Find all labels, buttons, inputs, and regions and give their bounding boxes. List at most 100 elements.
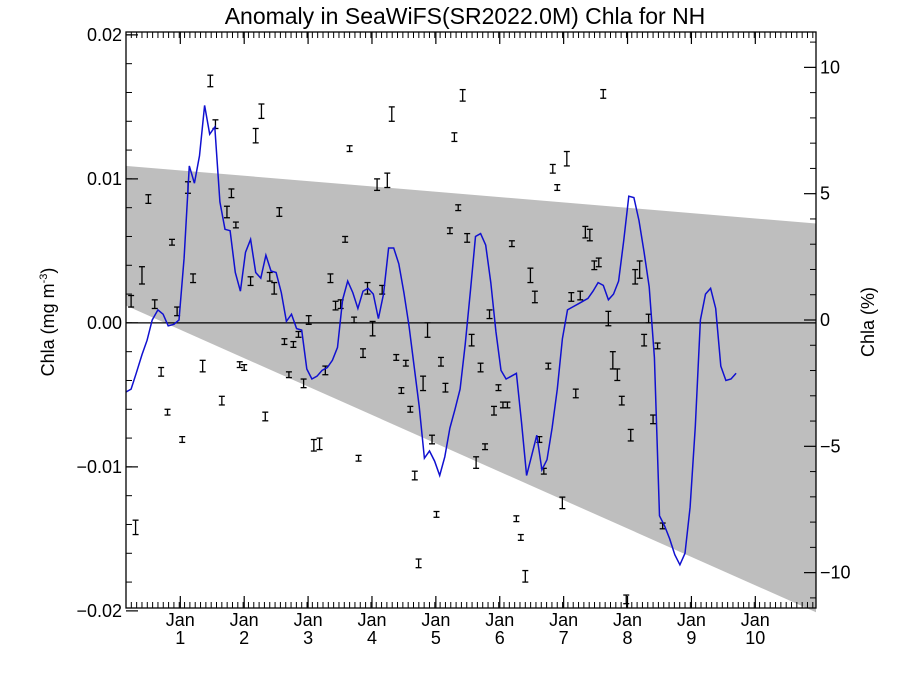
- data-point-94: [586, 228, 593, 242]
- data-point-28: [281, 338, 288, 346]
- data-point-49: [384, 172, 391, 189]
- data-point-6: [164, 408, 171, 416]
- data-point-55: [411, 470, 418, 481]
- data-point-103: [627, 428, 634, 442]
- data-point-62: [442, 382, 449, 393]
- x-tick-month-4: Jan: [421, 610, 450, 630]
- data-point-19: [236, 361, 243, 369]
- data-point-33: [305, 315, 312, 325]
- data-point-43: [355, 454, 362, 462]
- data-point-69: [473, 456, 480, 469]
- x-tick-year-1: 2: [239, 628, 249, 648]
- data-point-106: [641, 333, 648, 347]
- data-point-92: [577, 290, 584, 301]
- data-point-24: [262, 411, 269, 422]
- data-point-93: [582, 225, 589, 239]
- data-point-100: [614, 368, 621, 382]
- data-point-40: [342, 235, 349, 243]
- data-point-79: [517, 533, 524, 541]
- x-tick-month-3: Jan: [357, 610, 386, 630]
- series-line: [125, 105, 737, 567]
- data-point-51: [393, 353, 400, 361]
- data-point-63: [446, 227, 453, 235]
- chart-title: Anomaly in SeaWiFS(SR2022.0M) Chla for N…: [225, 3, 706, 29]
- left-y-axis: 0.02 0.01 0.00 −0.01 −0.02: [76, 25, 138, 621]
- x-tick-year-5: 6: [495, 628, 505, 648]
- data-point-31: [295, 330, 302, 338]
- data-point-9: [179, 435, 186, 444]
- right-tick-label-3: −5: [820, 436, 841, 456]
- data-point-42: [351, 316, 358, 324]
- left-tick-label-2: 0.00: [87, 313, 122, 333]
- data-point-1: [132, 519, 139, 536]
- left-tick-label-3: −0.01: [76, 457, 122, 477]
- data-point-50: [388, 106, 395, 122]
- data-point-56: [415, 558, 422, 569]
- data-point-88: [559, 496, 566, 510]
- x-tick-year-8: 9: [686, 628, 696, 648]
- x-tick-month-8: Jan: [677, 610, 706, 630]
- data-point-109: [654, 342, 661, 350]
- x-tick-year-7: 8: [623, 628, 633, 648]
- data-point-23: [258, 103, 265, 120]
- data-point-3: [145, 194, 152, 205]
- data-point-98: [605, 310, 612, 327]
- data-point-11: [190, 273, 197, 284]
- data-point-22: [252, 127, 259, 144]
- x-tick-month-5: Jan: [485, 610, 514, 630]
- data-point-104: [632, 268, 639, 285]
- x-tick-month-0: Jan: [166, 610, 195, 630]
- right-tick-label-1: 5: [820, 184, 830, 204]
- data-point-78: [513, 515, 520, 523]
- left-tick-label-4: −0.02: [76, 601, 122, 621]
- left-y-axis-label: Chla (mg m-3): [38, 268, 58, 377]
- data-point-47: [374, 178, 381, 192]
- data-point-34: [310, 438, 317, 452]
- data-point-30: [290, 340, 297, 349]
- data-point-89: [563, 150, 570, 167]
- data-point-81: [527, 267, 534, 284]
- data-point-26: [271, 281, 278, 295]
- data-point-18: [232, 221, 239, 229]
- data-point-87: [554, 183, 561, 192]
- data-point-44: [360, 348, 367, 359]
- uncertainty-envelope: [126, 165, 816, 613]
- data-point-12: [199, 359, 206, 373]
- data-point-58: [424, 322, 431, 338]
- data-point-35: [316, 437, 323, 451]
- data-point-53: [402, 359, 409, 367]
- data-point-108: [650, 414, 657, 425]
- data-point-41: [346, 145, 353, 153]
- data-point-25: [266, 271, 273, 282]
- right-y-axis-label: Chla (%): [858, 287, 878, 357]
- x-tick-year-0: 1: [175, 628, 185, 648]
- data-point-96: [595, 257, 602, 268]
- data-point-7: [169, 238, 175, 246]
- right-tick-label-0: 10: [820, 57, 840, 77]
- right-y-axis: 10 5 0 −5 −10: [804, 41, 851, 599]
- data-point-61: [437, 356, 444, 367]
- x-tick-month-6: Jan: [549, 610, 578, 630]
- data-point-15: [218, 395, 225, 406]
- data-point-82: [531, 290, 538, 304]
- data-point-70: [477, 362, 484, 373]
- data-point-66: [459, 88, 466, 102]
- data-point-36: [322, 365, 329, 376]
- left-y-axis-label-main: Chla (mg m: [38, 283, 58, 376]
- x-tick-year-2: 3: [303, 628, 313, 648]
- data-point-2: [138, 266, 145, 285]
- data-point-38: [332, 300, 339, 311]
- data-point-105: [636, 260, 643, 279]
- data-point-86: [549, 163, 556, 174]
- data-point-95: [591, 260, 598, 271]
- data-point-52: [398, 387, 405, 395]
- data-point-60: [433, 510, 440, 518]
- x-tick-month-1: Jan: [230, 610, 259, 630]
- right-tick-label-2: 0: [820, 310, 830, 330]
- data-point-20: [241, 363, 248, 372]
- data-point-16: [223, 205, 230, 219]
- plot-area: [125, 31, 817, 613]
- data-point-67: [464, 232, 471, 243]
- data-point-71: [482, 443, 489, 451]
